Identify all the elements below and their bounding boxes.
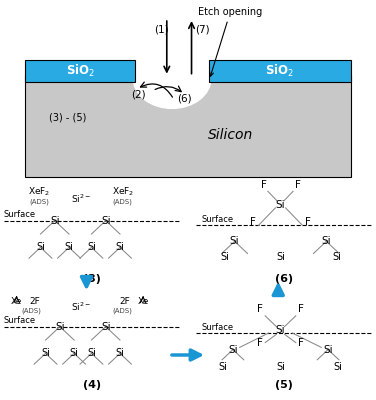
Text: F: F [305,218,311,228]
Bar [26,60,135,82]
Text: Si: Si [276,252,285,262]
Text: Xe: Xe [137,297,149,306]
Text: F: F [261,180,267,190]
Text: Si: Si [276,326,285,336]
Text: F: F [250,218,256,228]
Text: Etch opening: Etch opening [198,7,262,76]
Text: F: F [257,338,263,348]
Text: Si: Si [218,362,227,372]
Text: (ADS): (ADS) [112,307,132,314]
Text: Si: Si [101,216,111,226]
Text: (3) - (5): (3) - (5) [49,112,86,122]
Text: Si: Si [36,242,45,252]
Text: 2F: 2F [29,297,40,306]
Text: (3): (3) [83,274,101,284]
Text: Xe: Xe [11,297,22,306]
Text: SiO$_2$: SiO$_2$ [265,63,294,79]
Text: Si: Si [41,348,50,358]
Text: Si: Si [230,236,240,246]
Text: Si$^{2-}$: Si$^{2-}$ [71,193,91,205]
Ellipse shape [133,48,211,108]
Text: (5): (5) [275,380,293,390]
Text: (ADS): (ADS) [22,307,42,314]
Text: (1): (1) [155,24,169,34]
Text: Si: Si [276,362,285,372]
Text: Si: Si [220,252,229,262]
Text: Si: Si [321,236,331,246]
Text: Surface: Surface [4,210,36,219]
Text: 2F: 2F [119,297,130,306]
Text: Surface: Surface [202,215,234,224]
Text: F: F [298,304,304,314]
Text: (6): (6) [177,93,192,103]
Bar [26,75,350,177]
Text: Si: Si [115,242,124,252]
Text: Si: Si [55,322,65,332]
Text: F: F [257,304,263,314]
Text: XeF$_2$: XeF$_2$ [28,186,51,198]
Bar [135,70,209,82]
Text: Si: Si [228,345,238,355]
Text: (ADS): (ADS) [29,198,49,205]
Text: Si: Si [50,216,59,226]
Text: (6): (6) [275,274,293,284]
Text: Si: Si [70,348,79,358]
Text: F: F [294,180,300,190]
Text: (4): (4) [83,380,101,390]
Text: (ADS): (ADS) [113,198,133,205]
Text: Si: Si [87,242,96,252]
Text: Surface: Surface [202,323,234,332]
Text: Surface: Surface [4,316,36,325]
Text: Silicon: Silicon [208,128,253,142]
Text: XeF$_2$: XeF$_2$ [112,186,134,198]
Text: Si: Si [115,348,124,358]
Text: Si: Si [332,252,341,262]
Text: Si: Si [323,345,333,355]
Text: (2): (2) [132,90,146,100]
Text: Si: Si [276,200,285,210]
Text: SiO$_2$: SiO$_2$ [66,63,95,79]
Text: Si: Si [334,362,343,372]
Bar [209,60,350,82]
Text: Si: Si [87,348,96,358]
Text: F: F [298,338,304,348]
Text: (7): (7) [195,24,210,34]
Text: Si: Si [101,322,111,332]
Text: Si: Si [65,242,73,252]
Text: Si$^{2-}$: Si$^{2-}$ [71,300,91,313]
